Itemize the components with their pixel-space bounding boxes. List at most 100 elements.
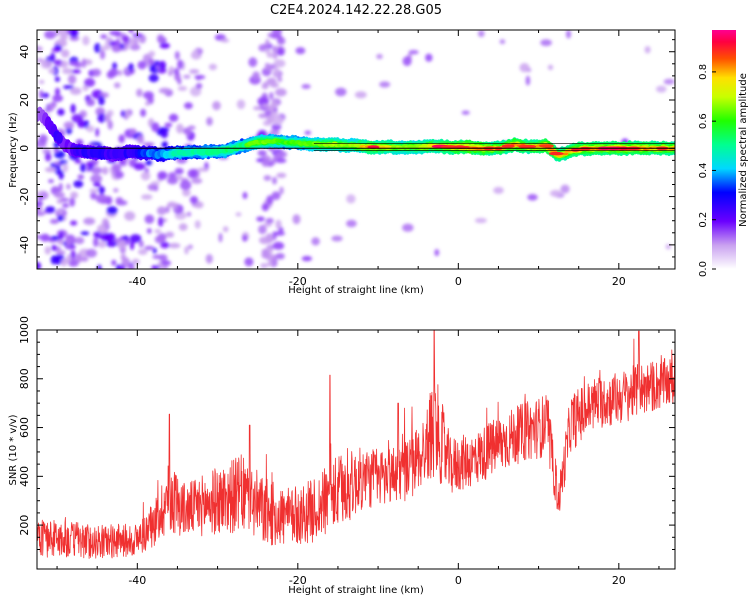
noise-blob xyxy=(60,197,69,202)
noise-blob xyxy=(70,250,76,259)
noise-blob xyxy=(346,219,357,228)
snr-xlabel: Height of straight line (km) xyxy=(288,585,424,596)
noise-blob xyxy=(264,110,272,116)
noise-blob xyxy=(111,163,122,172)
noise-blob xyxy=(122,35,130,43)
noise-blob xyxy=(39,79,45,85)
noise-blob xyxy=(101,218,109,228)
x-tick-label: 20 xyxy=(612,574,626,587)
x-tick-label: 0 xyxy=(455,275,462,288)
snr-ylabel: SNR (10 * v/v) xyxy=(8,414,19,485)
noise-blob xyxy=(186,211,192,217)
noise-blob xyxy=(129,69,135,75)
noise-blob xyxy=(182,189,191,197)
noise-blob xyxy=(90,174,103,184)
noise-blob xyxy=(206,117,213,126)
noise-blob xyxy=(48,179,54,184)
noise-blob xyxy=(257,150,267,157)
noise-blob xyxy=(253,106,262,111)
noise-blob xyxy=(176,123,184,134)
noise-blob xyxy=(160,260,172,266)
noise-blob xyxy=(177,77,182,85)
colorbar: 0.0 0.2 0.4 0.6 0.8 Normalized spectral ampl… xyxy=(698,30,749,277)
noise-blob xyxy=(55,250,66,256)
noise-blob xyxy=(137,135,144,144)
noise-blob xyxy=(277,36,286,45)
noise-blob xyxy=(58,160,68,165)
x-tick-label: -40 xyxy=(128,275,146,288)
noise-blob xyxy=(168,113,179,122)
noise-blob xyxy=(154,229,162,234)
noise-blob xyxy=(208,63,217,71)
noise-blob xyxy=(113,188,119,193)
noise-blob xyxy=(40,233,50,242)
noise-blob xyxy=(37,211,46,216)
noise-blob xyxy=(168,242,181,249)
noise-blob xyxy=(151,122,160,132)
noise-blob xyxy=(69,87,82,95)
noise-blob xyxy=(79,256,89,262)
noise-blob xyxy=(187,244,193,250)
colorbar-tick-label: 0.6 xyxy=(698,113,709,129)
spectrogram-plot-area xyxy=(37,30,675,269)
spectrogram-axes: -40 -20 0 20 -40 -20 0 20 40 xyxy=(18,30,675,288)
noise-blob xyxy=(644,46,651,54)
noise-blob xyxy=(271,123,282,131)
noise-blob xyxy=(99,186,105,195)
ridge-peak xyxy=(501,144,515,148)
noise-blob xyxy=(138,240,144,248)
noise-blob xyxy=(86,125,95,133)
noise-blob xyxy=(519,63,530,73)
noise-blob xyxy=(70,103,76,114)
noise-blob xyxy=(58,182,63,192)
noise-blob xyxy=(527,194,538,201)
noise-blob xyxy=(160,129,169,139)
noise-blob xyxy=(525,75,531,86)
noise-blob xyxy=(157,34,165,43)
noise-blob xyxy=(277,76,283,83)
noise-blob xyxy=(183,74,191,79)
noise-blob xyxy=(129,38,136,46)
noise-blob xyxy=(146,228,152,234)
noise-blob xyxy=(44,152,52,162)
noise-blob xyxy=(152,247,157,254)
noise-blob xyxy=(549,189,562,197)
noise-blob xyxy=(54,76,61,82)
noise-blob xyxy=(84,78,96,87)
noise-blob xyxy=(138,248,148,255)
y-tick-label: 200 xyxy=(18,515,31,536)
snr-axes: -40 -20 0 20 200 400 600 800 1000 xyxy=(18,316,675,587)
noise-blob xyxy=(248,57,258,68)
noise-blob xyxy=(76,254,82,263)
noise-blob xyxy=(77,174,85,180)
noise-blob xyxy=(270,33,282,39)
x-tick-label: 0 xyxy=(455,574,462,587)
noise-blob xyxy=(57,209,64,214)
y-tick-label: 600 xyxy=(18,417,31,438)
x-tick-label: -20 xyxy=(289,275,307,288)
noise-blob xyxy=(62,163,69,173)
y-tick-label: 400 xyxy=(18,466,31,487)
noise-blob xyxy=(195,83,203,89)
noise-blob xyxy=(39,89,44,99)
noise-blob xyxy=(191,177,203,184)
noise-blob xyxy=(65,257,71,264)
noise-blob xyxy=(111,44,122,53)
noise-blob xyxy=(62,68,74,75)
noise-blob xyxy=(656,85,667,93)
noise-blob xyxy=(197,167,209,172)
noise-blob xyxy=(425,53,433,62)
colorbar-tick-label: 0.4 xyxy=(698,162,709,178)
noise-blob xyxy=(265,38,270,47)
noise-blob xyxy=(59,231,64,240)
noise-blob xyxy=(118,134,125,144)
colorbar-tick-label: 0.0 xyxy=(698,261,709,277)
noise-blob xyxy=(261,82,269,90)
noise-blob xyxy=(560,184,570,194)
noise-blob xyxy=(178,223,188,231)
noise-blob xyxy=(158,60,167,71)
noise-blob xyxy=(258,44,267,52)
noise-blob xyxy=(53,191,65,199)
noise-blob xyxy=(51,48,62,53)
noise-blob xyxy=(256,216,265,222)
